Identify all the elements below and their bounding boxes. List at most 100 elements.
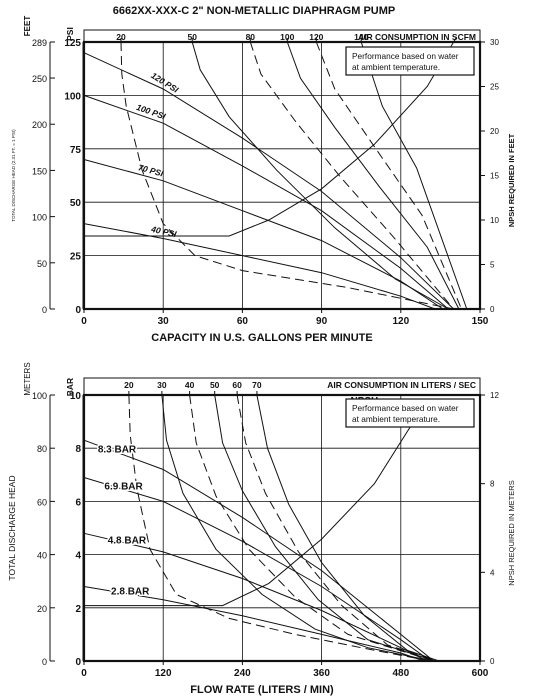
air-tick-label: 20 — [116, 32, 126, 42]
air-tick-label: 20 — [124, 380, 134, 390]
air-consumption-curve — [120, 41, 454, 310]
x-tick-label: 90 — [316, 316, 328, 327]
note-text: at ambient temperature. — [352, 62, 440, 72]
left-axis-tick-label: 75 — [70, 145, 82, 156]
x-tick-label: 150 — [472, 316, 489, 327]
pressure-curve — [83, 532, 428, 662]
left-axis-unit: BAR — [65, 378, 75, 396]
outer-axis-tick-label: 100 — [32, 391, 47, 401]
left-axis-tick-label: 100 — [64, 91, 81, 102]
right-axis-tick-label: 20 — [490, 127, 499, 136]
left-axis-tick-label: 50 — [70, 198, 82, 209]
pressure-curve-label: 70 PSI — [137, 162, 165, 178]
outer-axis-tick-label: 0 — [42, 305, 47, 315]
right-axis-tick-label: 0 — [490, 657, 495, 666]
note-text: Performance based on water — [352, 51, 459, 61]
x-tick-label: 30 — [158, 316, 170, 327]
right-axis-tick-label: 30 — [490, 38, 499, 47]
x-tick-label: 480 — [392, 668, 409, 679]
air-tick-label: 50 — [188, 32, 198, 42]
outer-axis-unit: METERS — [23, 362, 32, 395]
pressure-curve-label: 120 PSI — [149, 70, 181, 95]
left-axis-tick-label: 4 — [75, 551, 81, 562]
npsh-curve — [84, 410, 422, 607]
pressure-curve-label: 2.8 BAR — [111, 586, 150, 597]
pressure-curve-label: 8.3 BAR — [98, 444, 137, 455]
right-axis-tick-label: 10 — [490, 216, 499, 225]
right-axis-tick-label: 12 — [490, 391, 499, 400]
plot-frame — [82, 393, 482, 663]
outer-axis-tick-label: 150 — [32, 166, 47, 176]
left-axis-tick-label: 8 — [75, 444, 81, 455]
left-axis-unit: PSI — [65, 27, 75, 41]
air-consumption-curve — [249, 41, 454, 310]
plot-frame — [82, 40, 482, 311]
air-tick-label: 60 — [232, 380, 242, 390]
outer-axis-tick-label: 60 — [37, 497, 47, 507]
x-tick-label: 120 — [392, 316, 409, 327]
air-tick-label: 70 — [252, 380, 262, 390]
outer-axis-tick-label: 289 — [32, 38, 47, 48]
note-frame — [345, 398, 475, 428]
right-axis-tick-label: 4 — [490, 568, 495, 577]
air-consumption-curve — [256, 394, 440, 662]
air-consumption-curve — [286, 41, 460, 310]
right-axis-title: NPSH REQUIRED IN FEET — [507, 133, 516, 227]
outer-axis-tick-label: 250 — [32, 74, 47, 84]
right-axis-tick-label: 25 — [490, 83, 499, 92]
x-tick-label: 600 — [472, 668, 489, 679]
right-axis-tick-label: 15 — [490, 172, 499, 181]
air-consumption-curve — [214, 394, 436, 662]
outer-axis-title: TOTAL DISCHARGE HEAD — [7, 475, 17, 580]
left-axis-tick-label: 0 — [75, 305, 81, 316]
air-consumption-curve — [128, 394, 431, 662]
outer-axis-tick-label: 0 — [42, 657, 47, 667]
outer-axis-tick-label: 40 — [37, 551, 47, 561]
npsh-curve — [84, 37, 457, 237]
air-tick-label: 40 — [185, 380, 195, 390]
left-axis-tick-label: 125 — [64, 38, 81, 49]
air-consumption-curve — [161, 394, 433, 662]
right-axis-tick-label: 5 — [490, 261, 495, 270]
pressure-curve-label: 6.9 BAR — [104, 481, 143, 492]
air-tick-label: 140 — [354, 32, 368, 42]
outer-axis-title: TOTAL DISCHARGE HEAD (2.31 FT. = 1 PSI) — [11, 129, 16, 222]
pressure-curve — [83, 159, 444, 310]
pressure-curve — [83, 94, 449, 310]
left-axis-tick-label: 10 — [70, 391, 82, 402]
pressure-curve — [83, 477, 431, 662]
air-consumption-header: AIR CONSUMPTION IN SCFM — [358, 32, 476, 42]
outer-axis-tick-label: 200 — [32, 120, 47, 130]
left-axis-tick-label: 0 — [75, 657, 81, 668]
note-text: Performance based on water — [352, 403, 459, 413]
x-tick-label: 240 — [234, 668, 251, 679]
left-axis-tick-label: 2 — [75, 604, 81, 615]
air-tick-label: 50 — [210, 380, 220, 390]
air-consumption-curve — [191, 41, 449, 310]
air-tick-label: 120 — [309, 32, 323, 42]
x-tick-label: 0 — [81, 668, 87, 679]
pressure-curve — [83, 586, 425, 662]
air-consumption-header: AIR CONSUMPTION IN LITERS / SEC — [327, 380, 476, 390]
x-axis-label: FLOW RATE (LITERS / MIN) — [190, 684, 334, 696]
x-axis-label: CAPACITY IN U.S. GALLONS PER MINUTE — [151, 332, 372, 344]
air-consumption-curve — [236, 394, 438, 662]
right-axis-tick-label: 8 — [490, 480, 495, 489]
note-text: at ambient temperature. — [352, 414, 440, 424]
outer-axis-tick-label: 100 — [32, 213, 47, 223]
air-consumption-curve — [315, 41, 462, 310]
x-tick-label: 0 — [81, 316, 87, 327]
air-consumption-curve — [189, 394, 434, 662]
left-axis-tick-label: 6 — [75, 497, 81, 508]
right-axis-title: NPSH REQUIRED IN METERS — [507, 480, 516, 585]
outer-axis-tick-label: 80 — [37, 444, 47, 454]
x-tick-label: 360 — [313, 668, 330, 679]
sheet-title: 6662XX-XXX-C 2" NON-METALLIC DIAPHRAGM P… — [113, 5, 396, 17]
air-tick-label: 30 — [157, 380, 167, 390]
